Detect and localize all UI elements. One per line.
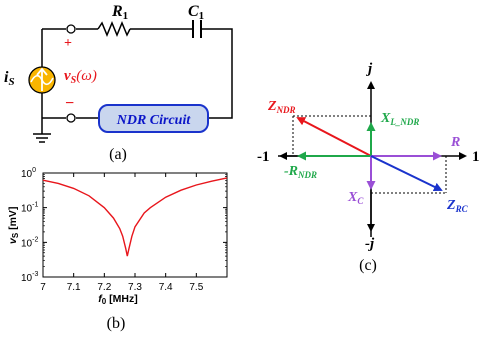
x-axis-ticks: 7 7.1 7.2 7.3 7.4 7.5 [40,173,204,293]
y-tick-label: 10-1 [21,202,38,215]
axis-label-neg-one: -1 [257,149,270,165]
x-axis-label: f0 [MHz] [98,293,137,306]
wire-right [201,28,233,119]
ndr-circuit-box [98,104,209,133]
vector-z-ndr [296,117,372,157]
y-tick-label: 100 [21,167,36,180]
caption-b: (b) [107,315,126,332]
source-sine-icon [30,74,54,86]
plot-panel: 100 10-1 10-2 10-3 7 7.1 7.2 7.3 7.4 7.5 vS [mV]… [7,167,228,332]
minus-label: − [65,95,74,112]
ground-icon [33,133,51,143]
plus-label: + [64,36,72,51]
label-x-c: XC [347,190,364,206]
y-tick-label: 10-2 [21,236,38,249]
terminal-top [66,24,76,34]
label-z-ndr: ZNDR [267,99,296,115]
resistor-r1 [97,21,131,37]
x-tick-label: 7.2 [97,282,111,293]
y-axis-label: vS [mV] [7,207,20,244]
y-axis-ticks: 100 10-1 10-2 10-3 [21,167,227,284]
label-r: R [450,135,460,150]
y-tick-label: 10-3 [21,271,38,284]
plot-frame [42,172,228,278]
circuit-panel: NDR Circuit R1 C1 + − iS vS(ω) (a) [4,3,233,163]
axis-label-j: j [366,61,373,77]
caption-a: (a) [109,146,127,163]
axis-label-neg-j: -j [365,236,375,252]
x-tick-label: 7.3 [128,282,142,293]
source-arrow-head [36,67,48,76]
terminal-bottom [66,113,76,123]
ndr-circuit-label: NDR Circuit [116,113,192,128]
x-tick-label: 7.1 [67,282,81,293]
caption-c: (c) [359,257,377,274]
x-tick-label: 7 [40,282,46,293]
axis-label-one: 1 [472,149,480,165]
source-current-label: iS [4,69,15,88]
phasor-panel: j -j -1 1 ZNDR XL_NDR R -RNDR XC ZRC (c) [257,61,480,274]
label-z-rc: ZRC [446,198,469,214]
vector-z-rc [370,155,443,191]
x-tick-label: 7.4 [159,282,173,293]
source-voltage-label: vS(ω) [64,68,97,86]
c1-label: C1 [188,3,204,22]
x-tick-label: 7.5 [189,282,203,293]
label-neg-r-ndr: -RNDR [284,164,317,180]
r1-label: R1 [111,3,128,22]
label-x-l-ndr: XL_NDR [380,111,419,127]
response-curve [42,177,228,257]
